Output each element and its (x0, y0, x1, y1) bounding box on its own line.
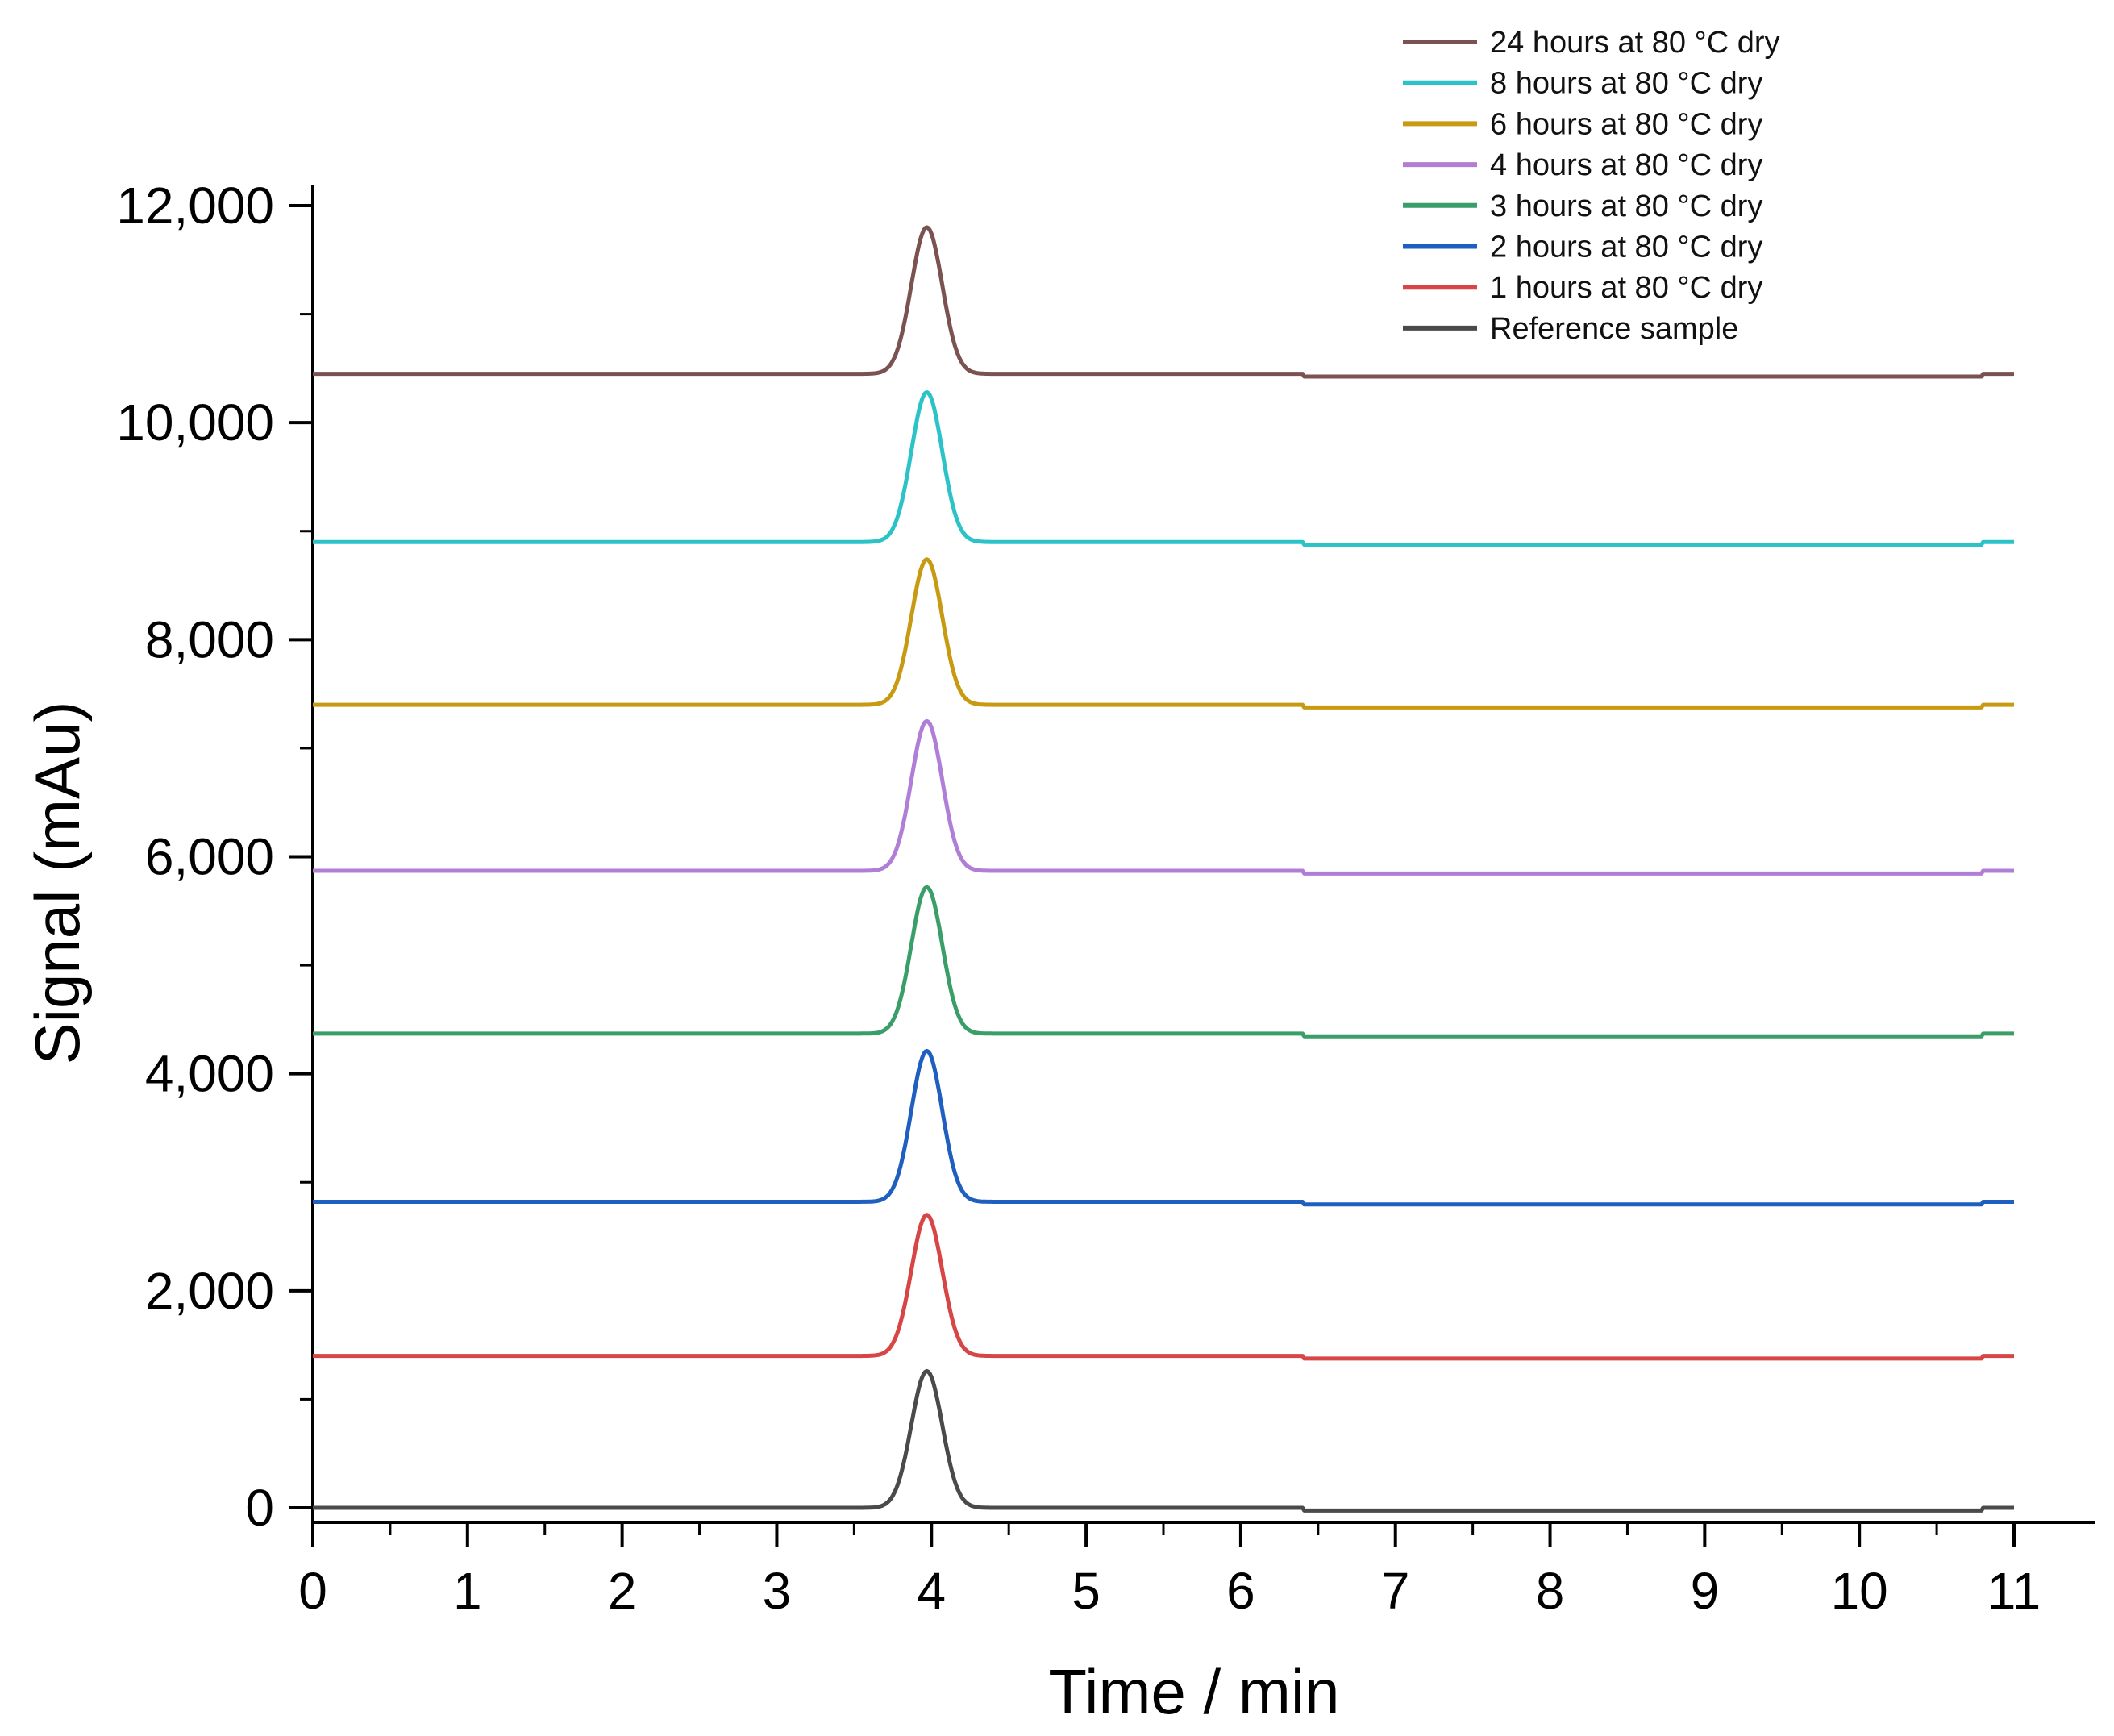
x-tick-label: 11 (1987, 1562, 2041, 1620)
x-tick-label: 7 (1381, 1562, 1410, 1620)
x-tick-label: 1 (453, 1562, 482, 1620)
series-lines (312, 225, 2015, 1513)
x-tick-label: 0 (298, 1562, 327, 1620)
axes: 0 1 2 3 4 5 6 7 8 9 10 11 0 2,000 4,000 6,000 8,000 10,00… (116, 177, 2095, 1620)
y-axis-title: Signal (mAu) (22, 701, 93, 1065)
y-tick-label: 12,000 (116, 177, 274, 235)
legend-label: 1 hours at 80 °C dry (1490, 271, 1762, 305)
legend-label: 4 hours at 80 °C dry (1490, 148, 1762, 182)
series-line-7 (312, 1368, 2015, 1513)
legend-label: Reference sample (1490, 312, 1738, 346)
y-tick-label: 2,000 (145, 1262, 274, 1320)
series-line-5 (312, 1048, 2015, 1207)
y-tick-label: 8,000 (145, 610, 274, 668)
x-tick-label: 2 (608, 1562, 637, 1620)
legend-label: 8 hours at 80 °C dry (1490, 67, 1762, 101)
series-line-2 (312, 557, 2015, 710)
series-line-1 (312, 390, 2015, 547)
legend-label: 3 hours at 80 °C dry (1490, 189, 1762, 223)
y-tick-label: 10,000 (116, 393, 274, 452)
x-tick-label: 3 (763, 1562, 792, 1620)
legend-label: 2 hours at 80 °C dry (1490, 231, 1762, 264)
x-tick-label: 9 (1691, 1562, 1720, 1620)
y-tick-label: 6,000 (145, 828, 274, 886)
legend: 24 hours at 80 °C dry 8 hours at 80 °C dr… (1403, 26, 1780, 346)
y-tick-label: 0 (245, 1479, 274, 1537)
series-line-3 (312, 718, 2015, 876)
x-tick-label: 4 (917, 1562, 946, 1620)
series-line-0 (312, 225, 2015, 379)
legend-label: 24 hours at 80 °C dry (1490, 26, 1780, 60)
series-line-4 (312, 885, 2015, 1039)
x-tick-label: 8 (1536, 1562, 1565, 1620)
x-tick-label: 5 (1072, 1562, 1101, 1620)
x-tick-label: 10 (1831, 1562, 1888, 1620)
y-tick-label: 4,000 (145, 1045, 274, 1103)
series-line-6 (312, 1213, 2015, 1361)
x-axis-title: Time / min (1048, 1656, 1339, 1727)
x-tick-label: 6 (1226, 1562, 1255, 1620)
legend-label: 6 hours at 80 °C dry (1490, 107, 1762, 141)
